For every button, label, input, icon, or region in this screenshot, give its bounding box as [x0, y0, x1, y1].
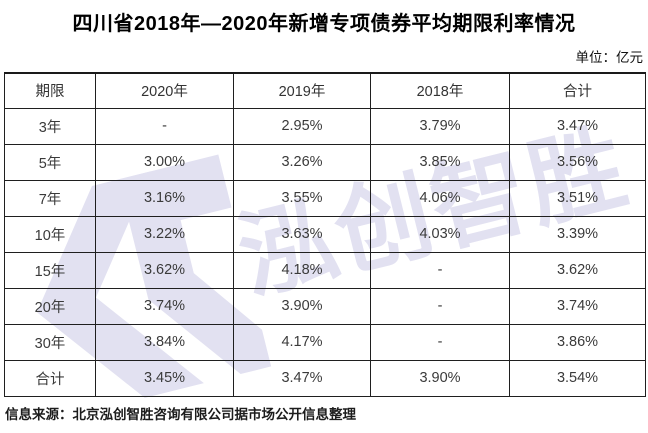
term-cell: 7年: [4, 179, 96, 217]
value-cell: 3.56%: [509, 143, 646, 181]
value-cell: 3.00%: [95, 143, 234, 181]
header-row: 期限 2020年 2019年 2018年 合计: [4, 72, 646, 109]
value-cell: 3.39%: [509, 215, 646, 253]
value-cell: 3.85%: [370, 143, 510, 181]
value-cell: 4.06%: [370, 179, 510, 217]
value-cell: 4.17%: [233, 323, 371, 361]
table-row: 7年 3.16% 3.55% 4.06% 3.51%: [4, 179, 646, 217]
value-cell: -: [370, 287, 510, 325]
table-row: 10年 3.22% 3.63% 4.03% 3.39%: [4, 215, 646, 253]
value-cell: 3.79%: [370, 107, 510, 145]
col-header-2020: 2020年: [95, 72, 234, 109]
value-cell: 4.18%: [233, 251, 371, 289]
value-cell: 3.86%: [509, 323, 646, 361]
col-header-term: 期限: [4, 72, 96, 109]
table-row: 20年 3.74% 3.90% - 3.74%: [4, 287, 646, 325]
value-cell: 3.55%: [233, 179, 371, 217]
col-header-2018: 2018年: [370, 72, 510, 109]
value-cell: 3.47%: [233, 359, 371, 397]
value-cell: 3.45%: [95, 359, 234, 397]
table-row: 30年 3.84% 4.17% - 3.86%: [4, 323, 646, 361]
value-cell: 3.74%: [509, 287, 646, 325]
value-cell: -: [95, 107, 234, 145]
page-title: 四川省2018年—2020年新增专项债券平均期限利率情况: [72, 13, 576, 35]
col-header-2019: 2019年: [233, 72, 371, 109]
term-cell: 5年: [4, 143, 96, 181]
unit-label: 单位：亿元: [575, 50, 644, 65]
value-cell: -: [370, 323, 510, 361]
term-cell: 合计: [4, 359, 96, 397]
value-cell: 3.22%: [95, 215, 234, 253]
term-cell: 30年: [4, 323, 96, 361]
value-cell: 3.90%: [370, 359, 510, 397]
value-cell: 4.03%: [370, 215, 510, 253]
table-row: 15年 3.62% 4.18% - 3.62%: [4, 251, 646, 289]
footer-source: 信息来源：北京泓创智胜咨询有限公司据市场公开信息整理: [5, 407, 356, 422]
term-cell: 10年: [4, 215, 96, 253]
value-cell: 3.62%: [95, 251, 234, 289]
table-row-total: 合计 3.45% 3.47% 3.90% 3.54%: [4, 359, 646, 397]
value-cell: 3.63%: [233, 215, 371, 253]
rates-table: 期限 2020年 2019年 2018年 合计 3年 - 2.95% 3.79%…: [4, 72, 646, 397]
col-header-total: 合计: [509, 72, 646, 109]
value-cell: 3.90%: [233, 287, 371, 325]
term-cell: 3年: [4, 107, 96, 145]
table-row: 5年 3.00% 3.26% 3.85% 3.56%: [4, 143, 646, 181]
value-cell: 3.51%: [509, 179, 646, 217]
value-cell: 3.74%: [95, 287, 234, 325]
term-cell: 20年: [4, 287, 96, 325]
value-cell: 3.54%: [509, 359, 646, 397]
table-row: 3年 - 2.95% 3.79% 3.47%: [4, 107, 646, 145]
value-cell: 2.95%: [233, 107, 371, 145]
value-cell: 3.84%: [95, 323, 234, 361]
value-cell: 3.16%: [95, 179, 234, 217]
value-cell: 3.47%: [509, 107, 646, 145]
term-cell: 15年: [4, 251, 96, 289]
value-cell: 3.26%: [233, 143, 371, 181]
value-cell: 3.62%: [509, 251, 646, 289]
value-cell: -: [370, 251, 510, 289]
